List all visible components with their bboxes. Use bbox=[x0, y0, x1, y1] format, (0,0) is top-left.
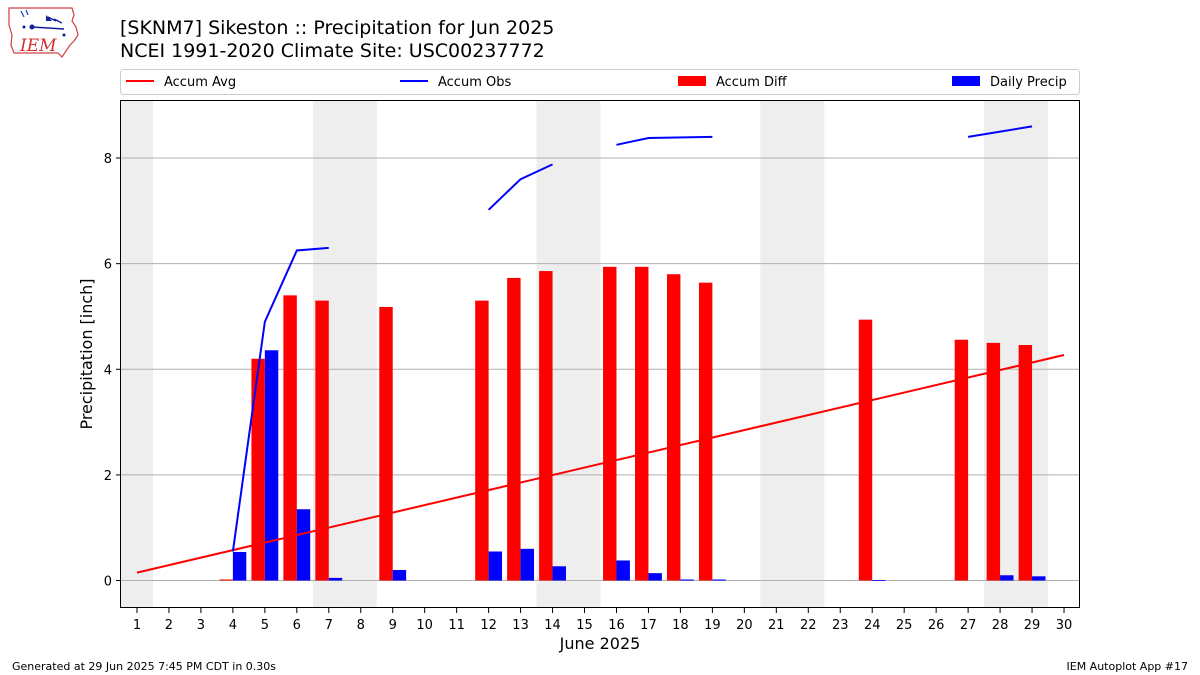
x-tick-label-11: 11 bbox=[448, 618, 465, 633]
x-axis-title: June 2025 bbox=[559, 634, 641, 653]
accum-obs-line-segment-2 bbox=[487, 163, 553, 211]
daily-precip-bar-day-19 bbox=[712, 579, 726, 581]
x-tick-label-1: 1 bbox=[133, 618, 141, 633]
accum-diff-bar-day-5 bbox=[251, 358, 265, 581]
daily-precip-bar-day-29 bbox=[1032, 576, 1046, 581]
daily-precip-bar-day-6 bbox=[296, 509, 311, 581]
weekend-shade-day-22 bbox=[792, 101, 825, 608]
x-tick-label-12: 12 bbox=[480, 618, 497, 633]
daily-precip-bar-day-16 bbox=[616, 560, 630, 581]
x-tick-label-10: 10 bbox=[416, 618, 433, 633]
x-tick-label-30: 30 bbox=[1056, 618, 1073, 633]
y-tick-label-8: 8 bbox=[104, 152, 112, 167]
weekend-shade-day-21 bbox=[760, 101, 793, 608]
daily-precip-bar-day-12 bbox=[488, 551, 503, 581]
daily-precip-bar-day-13 bbox=[520, 548, 535, 581]
bars bbox=[219, 266, 1046, 581]
footer-generated: Generated at 29 Jun 2025 7:45 PM CDT in … bbox=[12, 660, 277, 673]
accum-diff-bar-day-16 bbox=[603, 266, 617, 581]
accum-diff-bar-day-18 bbox=[666, 274, 681, 581]
accum-diff-bar-day-17 bbox=[635, 266, 649, 581]
legend-box bbox=[120, 69, 1080, 95]
y-tick-label-6: 6 bbox=[104, 258, 112, 273]
daily-precip-bar-day-7 bbox=[328, 577, 343, 581]
accum-diff-bar-day-24 bbox=[858, 319, 873, 581]
grid-lines bbox=[121, 157, 1080, 582]
accum-diff-bar-day-4 bbox=[219, 579, 233, 581]
x-tick-label-16: 16 bbox=[608, 618, 625, 633]
accum-diff-bar-day-19 bbox=[698, 282, 713, 581]
accum-diff-bar-day-6 bbox=[283, 295, 297, 581]
x-tick-label-2: 2 bbox=[165, 618, 173, 633]
accum-diff-bar-day-28 bbox=[986, 342, 1001, 581]
legend-label-accum-obs: Accum Obs bbox=[438, 75, 511, 90]
x-tick-label-29: 29 bbox=[1024, 618, 1041, 633]
accum-obs-line-segment-1 bbox=[231, 246, 329, 552]
daily-precip-bar-day-17 bbox=[648, 573, 662, 581]
plot-frame bbox=[120, 100, 1080, 608]
footer-app: IEM Autoplot App #17 bbox=[1066, 660, 1189, 673]
x-tick-label-23: 23 bbox=[832, 618, 849, 633]
x-tick-label-27: 27 bbox=[960, 618, 977, 633]
y-tick-label-2: 2 bbox=[104, 469, 112, 484]
x-tick-label-18: 18 bbox=[672, 618, 689, 633]
daily-precip-bar-day-5 bbox=[264, 350, 279, 581]
x-tick-label-3: 3 bbox=[197, 618, 205, 633]
x-tick-label-5: 5 bbox=[261, 618, 269, 633]
legend-swatch-accum-diff bbox=[678, 76, 706, 86]
x-tick-label-4: 4 bbox=[229, 618, 237, 633]
x-tick-label-26: 26 bbox=[928, 618, 945, 633]
accum-diff-bar-day-12 bbox=[475, 300, 489, 581]
legend-label-accum-diff: Accum Diff bbox=[716, 75, 788, 90]
daily-precip-bar-day-28 bbox=[1000, 575, 1014, 581]
legend-label-daily-precip: Daily Precip bbox=[990, 75, 1067, 90]
accum-obs-line-segment-4 bbox=[967, 125, 1033, 138]
accum-diff-bar-day-7 bbox=[315, 300, 329, 581]
daily-precip-bar-day-24 bbox=[872, 580, 886, 581]
x-tick-label-9: 9 bbox=[389, 618, 397, 633]
legend-label-accum-avg: Accum Avg bbox=[164, 75, 236, 90]
daily-precip-bar-day-14 bbox=[552, 566, 566, 581]
x-tick-label-28: 28 bbox=[992, 618, 1009, 633]
accum-diff-bar-day-9 bbox=[379, 306, 393, 581]
daily-precip-bar-day-18 bbox=[680, 579, 694, 581]
x-tick-label-7: 7 bbox=[325, 618, 333, 633]
chart-title: [SKNM7] Sikeston :: Precipitation for Ju… bbox=[120, 17, 555, 39]
weekend-shade-day-15 bbox=[568, 101, 601, 608]
iem-logo: IEM bbox=[6, 5, 82, 63]
y-axis-title: Precipitation [inch] bbox=[77, 278, 96, 429]
x-tick-label-22: 22 bbox=[800, 618, 817, 633]
accum-diff-bar-day-13 bbox=[507, 277, 521, 581]
weekend-shade-day-1 bbox=[121, 101, 153, 608]
accum-avg-line bbox=[136, 354, 1065, 574]
daily-precip-bar-day-4 bbox=[232, 552, 247, 581]
chart-subtitle: NCEI 1991-2020 Climate Site: USC00237772 bbox=[120, 40, 545, 62]
x-tick-label-6: 6 bbox=[293, 618, 301, 633]
x-tick-label-15: 15 bbox=[576, 618, 593, 633]
x-tick-label-14: 14 bbox=[544, 618, 561, 633]
x-tick-label-24: 24 bbox=[864, 618, 881, 633]
weekend-shade-day-8 bbox=[344, 101, 377, 608]
x-tick-label-19: 19 bbox=[704, 618, 721, 633]
daily-precip-bar-day-9 bbox=[392, 569, 407, 581]
x-tick-label-21: 21 bbox=[768, 618, 785, 633]
x-tick-label-8: 8 bbox=[357, 618, 365, 633]
x-tick-label-25: 25 bbox=[896, 618, 913, 633]
y-tick-label-0: 0 bbox=[104, 575, 112, 590]
y-tick-label-4: 4 bbox=[104, 363, 112, 378]
x-tick-label-20: 20 bbox=[736, 618, 753, 633]
legend-swatch-daily-precip bbox=[952, 76, 980, 86]
x-tick-label-17: 17 bbox=[640, 618, 657, 633]
accum-obs-line-segment-3 bbox=[616, 135, 713, 146]
accum-diff-bar-day-27 bbox=[954, 339, 969, 581]
iem-logo-text: IEM bbox=[19, 36, 57, 56]
lines bbox=[136, 125, 1065, 574]
accum-diff-bar-day-14 bbox=[539, 271, 553, 581]
x-tick-label-13: 13 bbox=[512, 618, 529, 633]
accum-diff-bar-day-29 bbox=[1018, 344, 1033, 581]
legend: Accum Avg Accum Obs Accum Diff Daily Precip bbox=[120, 69, 1080, 95]
